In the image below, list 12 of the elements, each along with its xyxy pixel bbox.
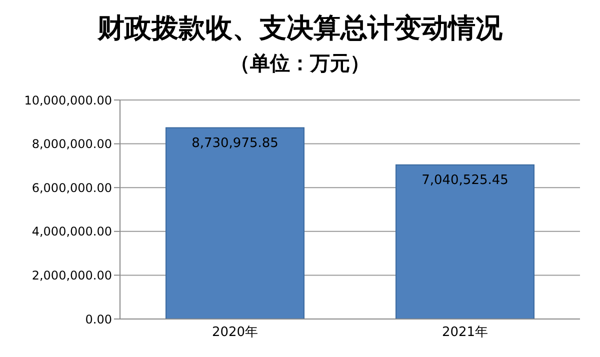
y-tick-label: 0.00 <box>85 312 112 326</box>
data-label: 8,730,975.85 <box>192 136 278 152</box>
y-tick-label: 2,000,000.00 <box>32 268 112 282</box>
chart-title: 财政拨款收、支决算总计变动情况 <box>96 12 504 45</box>
data-label: 7,040,525.45 <box>422 173 508 188</box>
x-tick-label: 2021年 <box>442 325 488 340</box>
chart-subtitle: （单位：万元） <box>229 52 371 77</box>
x-tick-label: 2020年 <box>212 325 258 340</box>
y-tick-label: 10,000,000.00 <box>24 93 112 108</box>
y-tick-label: 8,000,000.00 <box>32 137 112 152</box>
y-tick-label: 6,000,000.00 <box>32 180 112 195</box>
y-tick-label: 4,000,000.00 <box>32 224 112 239</box>
